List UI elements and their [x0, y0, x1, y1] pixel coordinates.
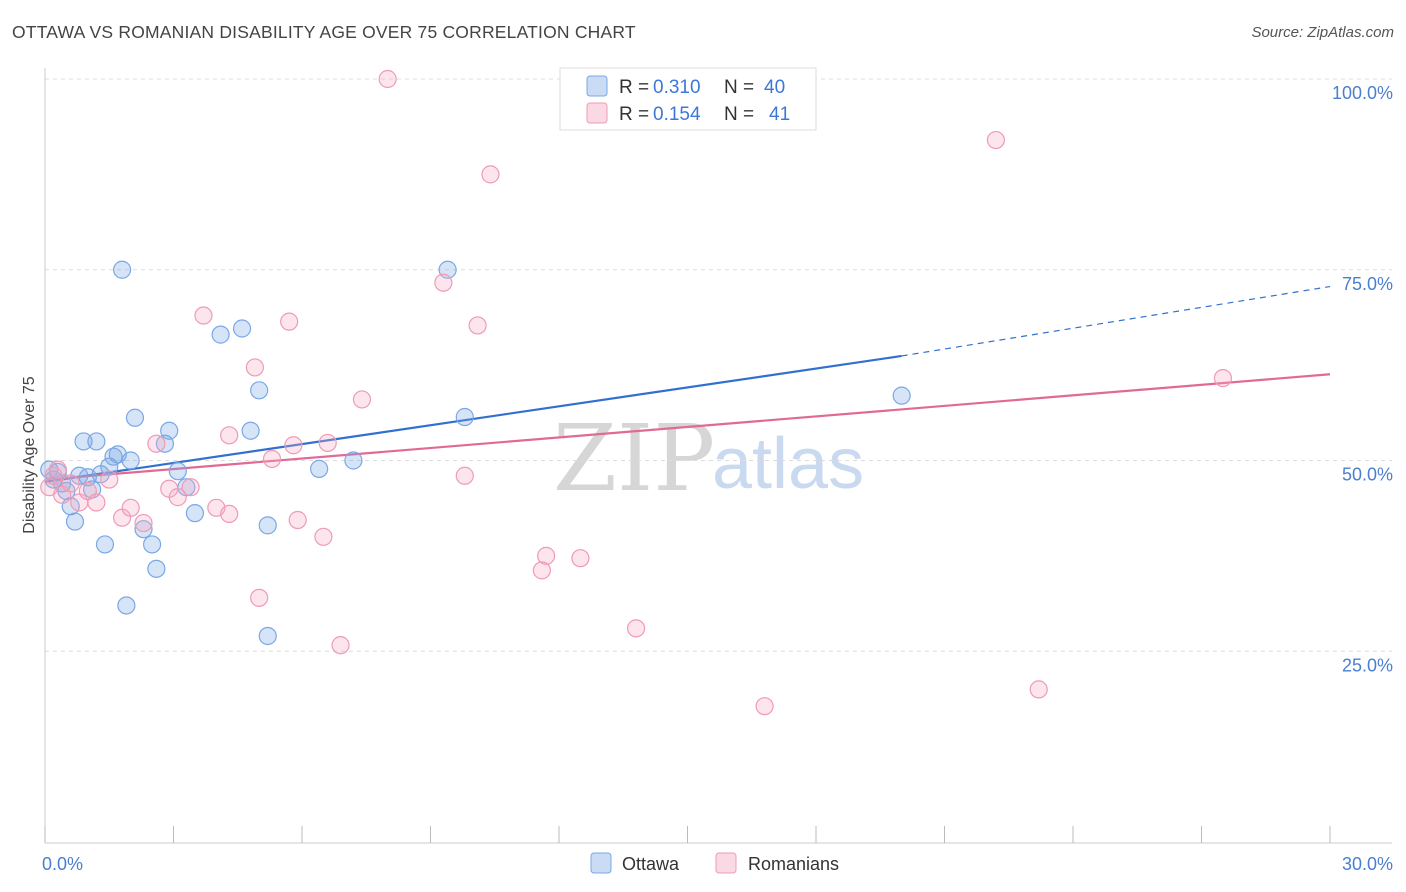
data-points — [40, 69, 1233, 716]
point-romanians — [532, 561, 551, 580]
trendline-romanians — [44, 373, 1331, 481]
point-ottawa — [121, 451, 140, 470]
legend-r-value-romanians: 0.154 — [653, 104, 701, 125]
point-ottawa — [87, 432, 106, 451]
point-ottawa — [147, 559, 166, 578]
point-ottawa — [134, 520, 153, 539]
point-romanians — [571, 549, 590, 568]
legend-r-value-ottawa: 0.310 — [653, 77, 701, 98]
series-legend-swatch-ottawa — [590, 852, 612, 874]
point-romanians — [318, 433, 337, 453]
x-tick-label: 30.0% — [1342, 854, 1393, 874]
y-tick-label: 25.0% — [1342, 655, 1393, 675]
point-romanians — [181, 478, 200, 497]
y-tick-label: 100.0% — [1332, 83, 1393, 103]
legend-n-label-romanians: N = — [724, 104, 754, 125]
point-romanians — [626, 619, 646, 638]
y-tick-labels: 25.0% 50.0% 75.0% 100.0% — [1332, 83, 1393, 675]
point-ottawa — [258, 626, 277, 646]
watermark-zip: ZIP — [553, 405, 715, 512]
point-ottawa — [65, 512, 85, 531]
point-romanians — [378, 69, 397, 89]
point-romanians — [61, 474, 80, 493]
point-romanians — [314, 527, 333, 546]
point-romanians — [100, 470, 119, 489]
point-romanians — [250, 588, 269, 607]
point-ottawa — [232, 319, 252, 338]
point-romanians — [147, 434, 166, 453]
point-ottawa — [74, 432, 93, 451]
watermark: ZIP atlas — [553, 405, 864, 512]
point-romanians — [87, 493, 106, 512]
point-romanians — [280, 312, 299, 331]
point-romanians — [134, 513, 153, 533]
legend-n-label-ottawa: N = — [724, 77, 754, 98]
point-ottawa — [211, 325, 230, 344]
y-tick-label: 75.0% — [1342, 274, 1393, 294]
legend-r-label-romanians: R = — [619, 104, 649, 125]
point-romanians — [352, 390, 372, 409]
series-legend-swatch-romanians — [715, 852, 737, 874]
point-romanians — [220, 504, 239, 524]
chart-title: OTTAWA VS ROMANIAN DISABILITY AGE OVER 7… — [12, 22, 636, 42]
point-romanians — [168, 488, 187, 507]
chart-source: Source: ZipAtlas.com — [1251, 24, 1394, 41]
point-ottawa — [258, 516, 277, 535]
point-romanians — [755, 697, 774, 716]
point-romanians — [434, 273, 453, 292]
point-romanians — [284, 436, 303, 455]
point-ottawa — [892, 386, 911, 405]
y-tick-label: 50.0% — [1342, 465, 1393, 485]
point-ottawa — [455, 407, 474, 427]
legend-swatch-romanians — [586, 102, 608, 124]
point-romanians — [48, 460, 67, 479]
point-romanians — [121, 498, 140, 517]
point-ottawa — [168, 462, 187, 481]
series-legend: Ottawa Romanians — [590, 852, 839, 874]
point-romanians — [537, 546, 556, 565]
point-ottawa — [241, 421, 260, 440]
stats-legend: R = 0.310 N = 40 R = 0.154 N = 41 — [559, 67, 817, 131]
point-romanians — [331, 636, 350, 655]
point-ottawa — [125, 408, 145, 427]
point-ottawa — [95, 535, 115, 554]
stats-legend-box — [559, 67, 817, 131]
point-romanians — [245, 358, 264, 377]
point-ottawa — [117, 596, 136, 615]
legend-r-label-ottawa: R = — [619, 77, 649, 98]
series-legend-label-romanians: Romanians — [748, 854, 839, 874]
legend-n-value-romanians: 41 — [769, 104, 790, 125]
series-legend-label-ottawa: Ottawa — [622, 854, 680, 874]
point-ottawa — [185, 504, 205, 523]
point-romanians — [262, 449, 282, 469]
point-romanians — [986, 130, 1006, 150]
y-axis-title: Disability Age Over 75 — [21, 376, 38, 534]
point-ottawa — [112, 260, 132, 279]
watermark-atlas: atlas — [712, 424, 864, 504]
point-romanians — [455, 466, 474, 485]
point-romanians — [220, 426, 239, 445]
point-ottawa — [250, 381, 269, 400]
trendline-extension-ottawa — [901, 285, 1331, 357]
point-romanians — [468, 316, 487, 335]
point-ottawa — [160, 421, 179, 440]
point-romanians — [1029, 680, 1048, 699]
axes — [44, 68, 1392, 844]
point-romanians — [481, 165, 500, 184]
x-tick-labels: 0.0% 30.0% — [42, 854, 1393, 874]
point-ottawa — [142, 535, 162, 554]
point-romanians — [194, 306, 213, 325]
legend-n-value-ottawa: 40 — [764, 77, 785, 98]
point-ottawa — [310, 459, 329, 478]
x-tick-label: 0.0% — [42, 854, 83, 874]
legend-swatch-ottawa — [586, 75, 608, 97]
point-romanians — [1213, 368, 1233, 388]
point-romanians — [288, 510, 307, 530]
point-ottawa — [344, 451, 363, 470]
